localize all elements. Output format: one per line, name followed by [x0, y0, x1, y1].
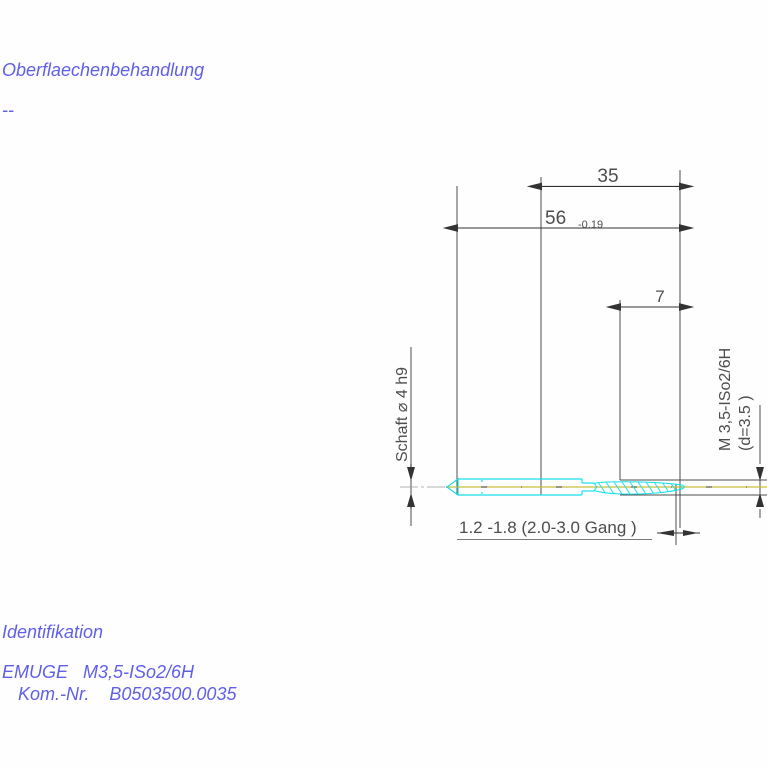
svg-text:7: 7	[655, 287, 664, 306]
svg-text:Schaft ⌀ 4 h9: Schaft ⌀ 4 h9	[394, 367, 411, 462]
svg-text:M 3,5-ISo2/6H: M 3,5-ISo2/6H	[717, 348, 734, 451]
svg-text:-0.19: -0.19	[578, 219, 603, 231]
svg-text:1.2 -1.8 (2.0-3.0 Gang ): 1.2 -1.8 (2.0-3.0 Gang )	[459, 518, 637, 537]
svg-text:35: 35	[597, 166, 618, 187]
svg-text:56: 56	[545, 208, 566, 229]
svg-text:(d=3.5 ): (d=3.5 )	[737, 395, 754, 451]
